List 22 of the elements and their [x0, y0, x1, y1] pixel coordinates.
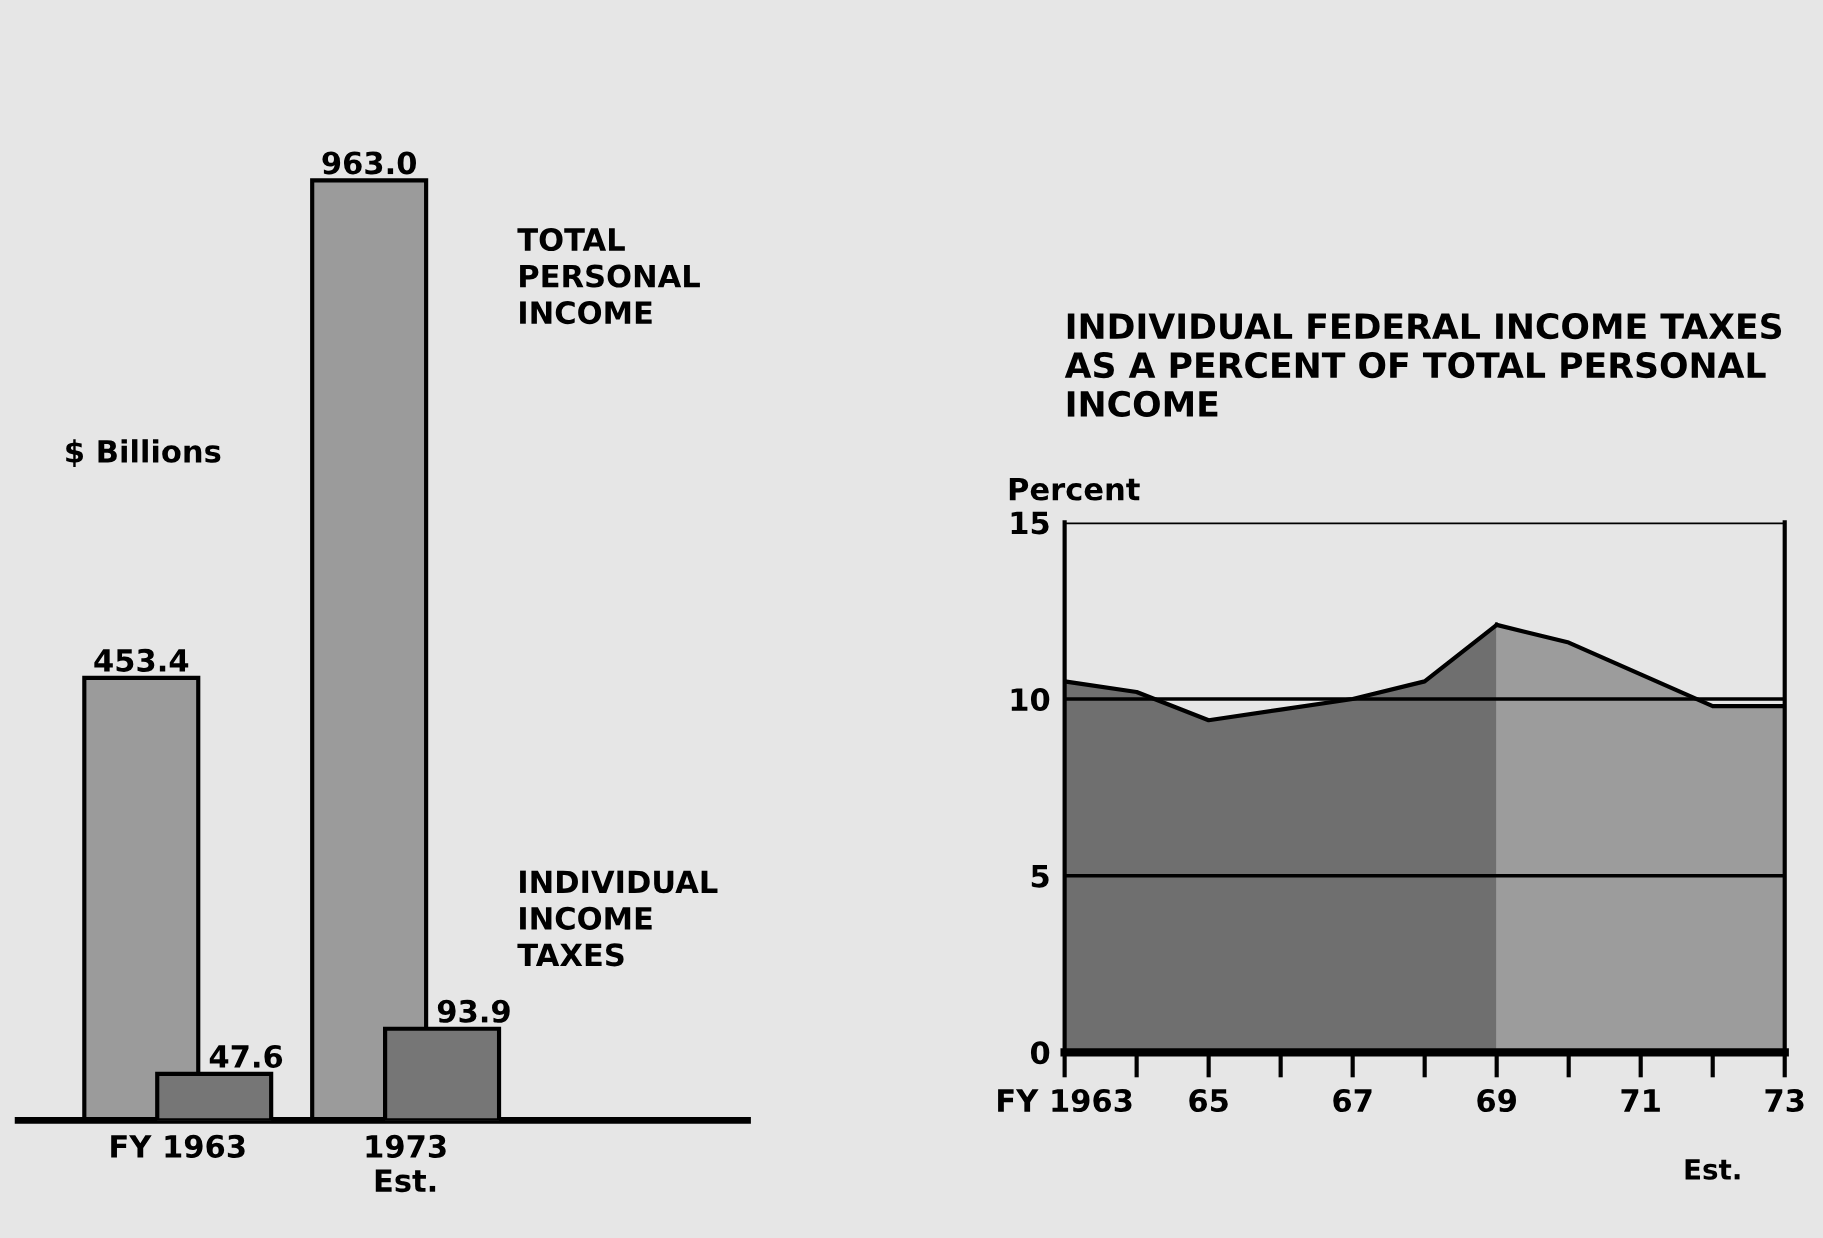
chart-title: INDIVIDUAL FEDERAL INCOME TAXES AS A PERCENT OF TOTAL PERSONAL INCOME: [1064, 313, 1782, 418]
data-label: 963.0: [322, 151, 417, 175]
y-axis-title: Percent: [1009, 477, 1140, 501]
x-tick-label: 67: [1333, 1088, 1372, 1113]
text: Est.: [1685, 1159, 1740, 1180]
data-label: 93.9: [437, 999, 510, 1023]
y-tick-label: 5: [1031, 865, 1049, 888]
x-tick-label: 73: [1765, 1088, 1804, 1113]
y-tick-label: 10: [1011, 687, 1050, 712]
x-tick-label: 71: [1621, 1089, 1660, 1112]
y-axis-title: $ Billions: [66, 439, 221, 467]
x-tick-label: 69: [1477, 1088, 1516, 1113]
y-tick-label: 0: [1030, 1041, 1050, 1065]
x-tick-label: FY 1963: [998, 1088, 1132, 1113]
y-tick-label: 15: [1011, 511, 1049, 535]
text: INDIVIDUAL INCOME TAXES: [517, 870, 718, 967]
data-label: 453.4: [94, 648, 189, 672]
x-tick-label: 1973 Est.: [366, 1134, 446, 1193]
data-label: 47.6: [209, 1044, 283, 1069]
x-tick-label: FY 1963: [111, 1134, 245, 1158]
text: TOTAL PERSONAL INCOME: [517, 227, 700, 325]
x-tick-label: 65: [1189, 1088, 1228, 1113]
